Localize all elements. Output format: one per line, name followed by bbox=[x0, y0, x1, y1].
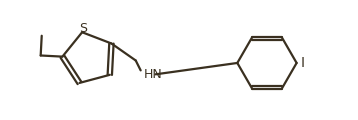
Text: I: I bbox=[301, 56, 305, 70]
Text: HN: HN bbox=[144, 68, 163, 81]
Text: S: S bbox=[79, 22, 87, 35]
